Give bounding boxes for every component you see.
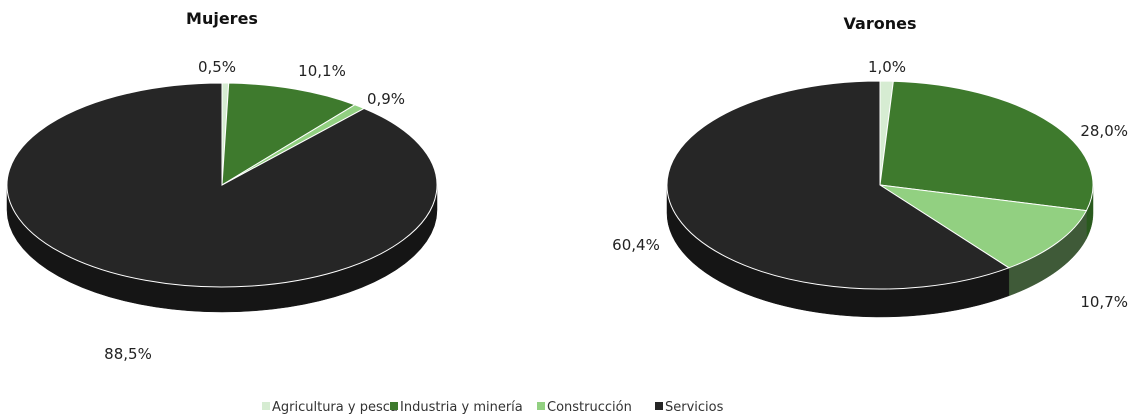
legend-item-servicios: Servicios [655, 400, 724, 415]
data-label-servicios: 60,4% [612, 236, 660, 254]
chart-title: Mujeres [186, 9, 258, 28]
legend-label: Construcción [547, 400, 632, 415]
legend-item-agricultura-y-pesca: Agricultura y pesca [262, 400, 398, 415]
legend-swatch [262, 402, 270, 410]
pie-chart-varones: Varones 1,0% 28,0% 10,7% 60,4% [612, 14, 1128, 318]
data-label-construccion: 0,9% [367, 90, 405, 108]
pie-slice-industria-y-mineria [221, 82, 356, 186]
data-label-industria-y-mineria: 28,0% [1080, 122, 1128, 140]
legend-label: Servicios [665, 400, 724, 415]
data-label-servicios: 88,5% [104, 345, 152, 363]
data-label-industria-y-mineria: 10,1% [298, 62, 346, 80]
data-label-agricultura-y-pesca: 1,0% [868, 58, 906, 76]
legend-label: Agricultura y pesca [272, 400, 398, 415]
legend: Agricultura y pesca Industria y minería Co… [262, 400, 724, 415]
legend-swatch [390, 402, 398, 410]
legend-label: Industria y minería [400, 400, 523, 415]
pie-slice-servicios [6, 82, 438, 288]
pie-slice-construccion [879, 184, 1088, 269]
legend-swatch [655, 402, 663, 410]
legend-item-industria-y-mineria: Industria y minería [390, 400, 523, 415]
legend-item-construccion: Construcción [537, 400, 632, 415]
pie-slice-servicios [666, 80, 1010, 290]
chart-title: Varones [844, 14, 917, 33]
data-label-construccion: 10,7% [1080, 293, 1128, 311]
legend-swatch [537, 402, 545, 410]
pie-slice-industria-y-mineria [879, 80, 1094, 212]
pie-chart-mujeres: Mujeres 0,5% 10,1% 0,9% 88,5% [6, 9, 438, 363]
data-label-agricultura-y-pesca: 0,5% [198, 58, 236, 76]
